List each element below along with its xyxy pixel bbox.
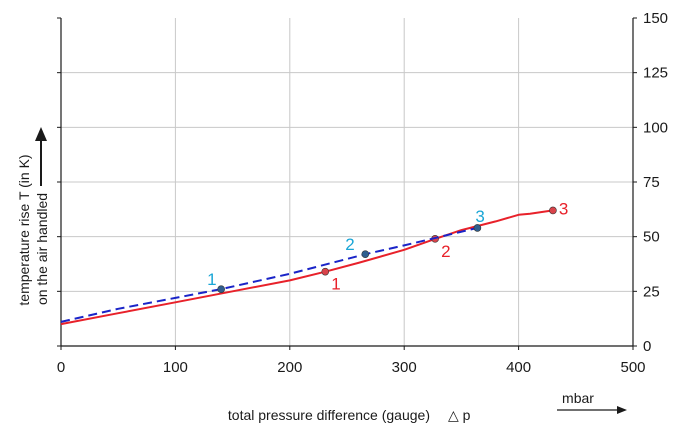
plot-frame bbox=[57, 17, 637, 350]
x-tick-label: 300 bbox=[392, 359, 417, 376]
x-axis-unit-arrow bbox=[557, 406, 627, 414]
point-label-red: 1 bbox=[331, 275, 340, 294]
x-tick-label: 400 bbox=[506, 359, 531, 376]
operating-point-blue bbox=[217, 285, 225, 293]
y-axis-arrow bbox=[35, 127, 47, 186]
operating-point-red bbox=[321, 267, 330, 276]
point-label-red: 3 bbox=[559, 199, 568, 218]
y-tick-label: 25 bbox=[643, 283, 660, 300]
point-label-red: 2 bbox=[441, 242, 450, 261]
y-tick-label: 125 bbox=[643, 65, 668, 82]
y-tick-label: 150 bbox=[643, 10, 668, 27]
point-label-blue: 1 bbox=[207, 270, 216, 289]
y-tick-label: 75 bbox=[643, 174, 660, 191]
operating-point-red bbox=[549, 206, 557, 215]
y-tick-label: 0 bbox=[643, 338, 651, 355]
operating-point-blue bbox=[473, 224, 482, 232]
y-tick-label: 50 bbox=[643, 229, 660, 246]
x-axis-title: total pressure difference (gauge) bbox=[228, 407, 430, 423]
point-label-blue: 2 bbox=[345, 235, 354, 254]
x-tick-label: 100 bbox=[163, 359, 188, 376]
y-axis-title-line1: temperature rise T (in K) bbox=[16, 154, 32, 305]
x-tick-label: 0 bbox=[57, 359, 65, 376]
y-tick-label: 100 bbox=[643, 119, 668, 136]
tick-labels: 0 100 200 300 400 500 0 25 50 75 100 125 150 bbox=[57, 10, 668, 376]
y-axis-title-line2: on the air handled bbox=[34, 193, 50, 305]
operating-point-blue bbox=[361, 250, 370, 258]
x-tick-label: 200 bbox=[277, 359, 302, 376]
x-axis-symbol: △ p bbox=[448, 407, 471, 423]
series-layer: 1 2 3 1 2 3 bbox=[60, 199, 568, 326]
x-axis-unit: mbar bbox=[562, 390, 594, 406]
x-tick-label: 500 bbox=[620, 359, 645, 376]
grid bbox=[61, 18, 633, 346]
series-line-red bbox=[60, 209, 554, 326]
point-label-blue: 3 bbox=[475, 207, 484, 226]
series-line-blue-dashed bbox=[60, 226, 478, 323]
